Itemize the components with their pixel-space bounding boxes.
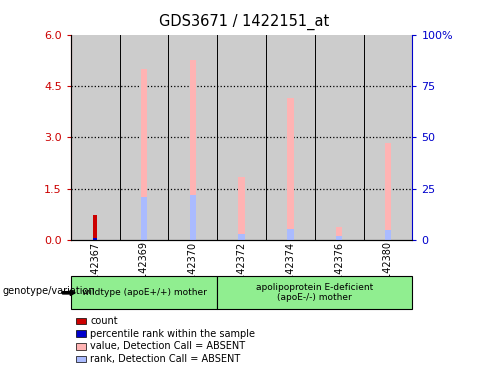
Text: wildtype (apoE+/+) mother: wildtype (apoE+/+) mother	[81, 288, 206, 297]
Bar	[238, 177, 244, 240]
Text: rank, Detection Call = ABSENT: rank, Detection Call = ABSENT	[90, 354, 241, 364]
Bar	[120, 35, 168, 240]
Bar	[364, 35, 412, 240]
Bar	[287, 229, 294, 240]
Bar	[71, 35, 120, 240]
Bar	[385, 230, 391, 240]
Bar	[315, 35, 364, 240]
Bar	[141, 197, 147, 240]
Bar	[287, 98, 294, 240]
Text: GDS3671 / 1422151_at: GDS3671 / 1422151_at	[159, 13, 329, 30]
Bar	[217, 35, 266, 240]
Bar	[238, 234, 244, 240]
Bar	[189, 195, 196, 240]
Bar	[93, 238, 98, 240]
Bar	[336, 227, 342, 240]
Text: percentile rank within the sample: percentile rank within the sample	[90, 329, 255, 339]
Bar	[385, 143, 391, 240]
Text: apolipoprotein E-deficient
(apoE-/-) mother: apolipoprotein E-deficient (apoE-/-) mot…	[256, 283, 373, 303]
Bar	[141, 69, 147, 240]
Text: value, Detection Call = ABSENT: value, Detection Call = ABSENT	[90, 341, 245, 351]
Bar	[189, 60, 196, 240]
Bar	[168, 35, 217, 240]
Text: genotype/variation: genotype/variation	[2, 286, 95, 296]
Text: count: count	[90, 316, 118, 326]
Bar	[266, 35, 315, 240]
Bar	[93, 215, 98, 240]
Bar	[336, 236, 342, 240]
